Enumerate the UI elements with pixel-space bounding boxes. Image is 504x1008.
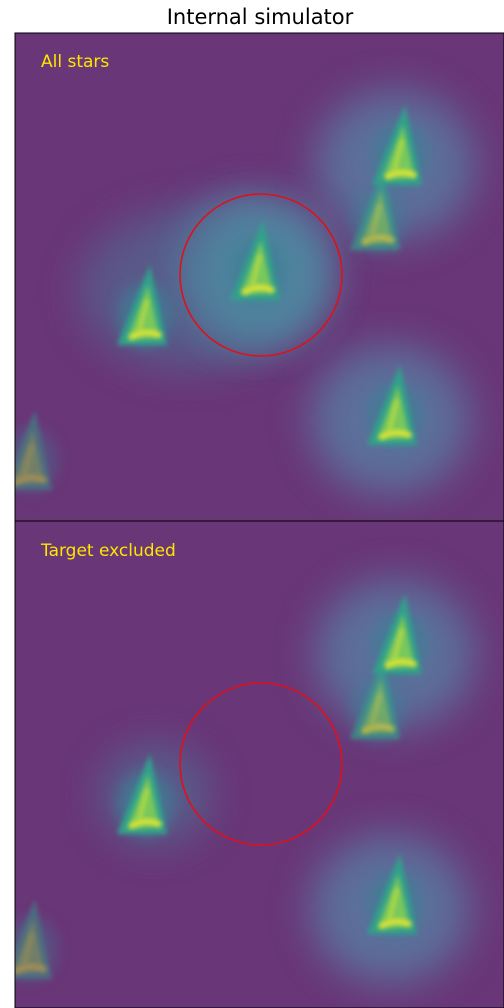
panel-all-stars: All stars xyxy=(15,33,504,521)
panel-label: All stars xyxy=(41,52,109,72)
panel-label: Target excluded xyxy=(40,541,176,561)
title: Internal simulator xyxy=(167,5,354,29)
panel-target-excluded: Target excluded xyxy=(15,521,504,1008)
